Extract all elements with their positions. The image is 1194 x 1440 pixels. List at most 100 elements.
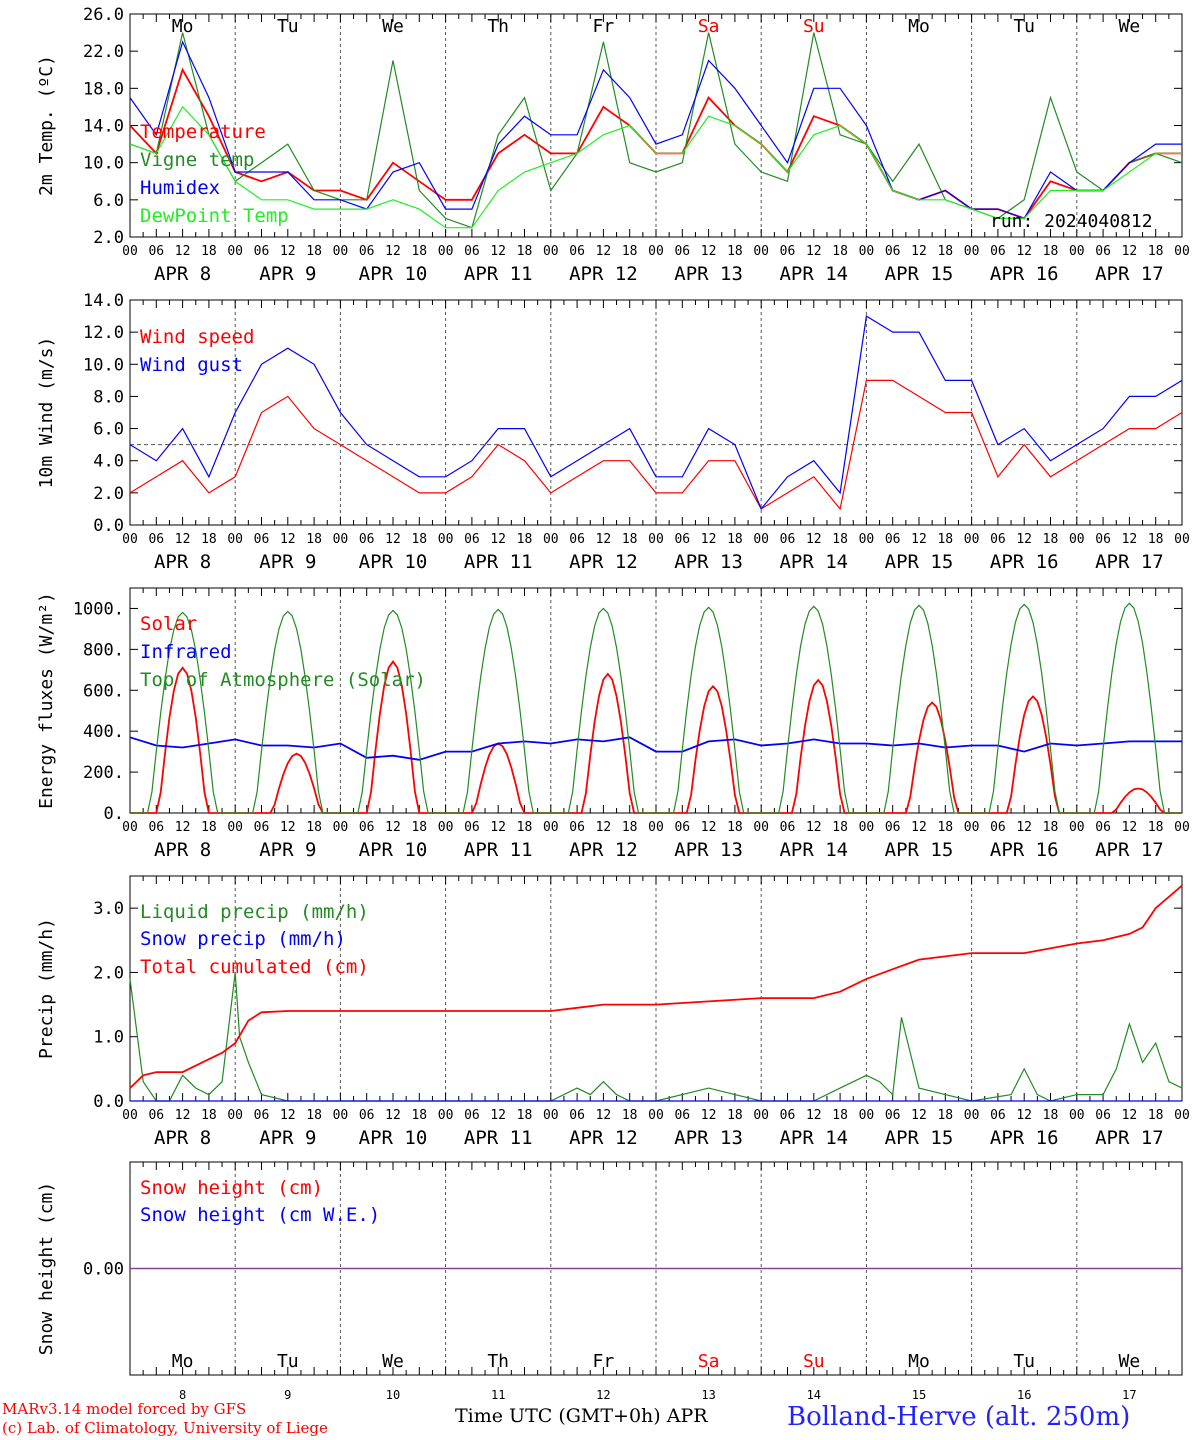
hour-label: 06 [254, 1108, 270, 1123]
hour-label: 00 [122, 532, 138, 547]
hour-label: 12 [175, 244, 191, 259]
hour-label: 06 [1095, 1108, 1111, 1123]
hour-label: 18 [306, 820, 322, 835]
date-label: APR 14 [779, 263, 848, 285]
y-tick-label: 400. [83, 722, 124, 742]
legend-entry: Top of Atmosphere (Solar) [140, 669, 426, 691]
hour-label: 18 [201, 1108, 217, 1123]
weekday-label: Sa [698, 16, 720, 37]
hour-label: 06 [1095, 244, 1111, 259]
panel-2: 0.0 2.0 4.0 6.0 8.0 10.0 12.0 14.0 10m Wind (m/s… [36, 291, 1190, 573]
hour-label: 06 [780, 820, 796, 835]
day-number: 17 [1122, 1388, 1136, 1402]
hour-label: 12 [490, 1108, 506, 1123]
hour-label: 18 [306, 244, 322, 259]
y-tick-label: 3.0 [93, 899, 124, 919]
series-line [129, 379, 1183, 511]
hour-label: 00 [753, 244, 769, 259]
hour-label: 06 [359, 532, 375, 547]
y-tick-label: 1000. [73, 599, 124, 619]
y-tick-label: 200. [83, 763, 124, 783]
hour-label: 06 [885, 244, 901, 259]
weekday-label: Th [487, 16, 509, 37]
panel-3: 0. 200. 400. 600. 800. 1000. Energy fluxes (W/… [36, 587, 1190, 861]
y-tick-label: 1.0 [93, 1028, 124, 1048]
hour-label: 12 [911, 1108, 927, 1123]
weekday-label: Th [487, 1351, 509, 1372]
y-axis-label: 10m Wind (m/s) [36, 337, 57, 489]
hour-label: 18 [1043, 244, 1059, 259]
weekday-label: Mo [172, 1351, 194, 1372]
date-label: APR 16 [990, 551, 1059, 573]
date-label: APR 15 [885, 263, 954, 285]
hour-label: 06 [674, 532, 690, 547]
date-label: APR 12 [569, 1127, 638, 1149]
hour-label: 00 [1174, 1108, 1190, 1123]
hour-label: 06 [674, 1108, 690, 1123]
hour-label: 18 [1148, 244, 1164, 259]
day-number: 13 [701, 1388, 715, 1402]
date-label: APR 16 [990, 263, 1059, 285]
hour-label: 06 [254, 532, 270, 547]
hour-label: 00 [122, 1108, 138, 1123]
legend-entry: DewPoint Temp [140, 205, 289, 227]
hour-label: 06 [569, 820, 585, 835]
y-tick-label: 14.0 [83, 117, 124, 137]
hour-label: 18 [622, 532, 638, 547]
hour-label: 00 [227, 244, 243, 259]
hour-label: 00 [333, 532, 349, 547]
hour-label: 06 [464, 820, 480, 835]
hour-label: 00 [648, 532, 664, 547]
hour-label: 12 [280, 244, 296, 259]
day-number: 8 [179, 1388, 186, 1402]
y-tick-label: 2.0 [93, 963, 124, 983]
date-label: APR 9 [259, 839, 316, 861]
hour-label: 00 [1174, 532, 1190, 547]
plot-frame [129, 13, 1183, 238]
hour-label: 18 [622, 244, 638, 259]
legend-entry: Snow height (cm) [140, 1177, 323, 1199]
hour-label: 12 [1016, 532, 1032, 547]
hour-label: 00 [333, 244, 349, 259]
hour-label: 12 [806, 532, 822, 547]
legend-entry: Vigne temp [140, 149, 254, 171]
hour-label: 06 [780, 532, 796, 547]
date-label: APR 16 [990, 1127, 1059, 1149]
hour-label: 12 [701, 1108, 717, 1123]
date-label: APR 13 [674, 1127, 743, 1149]
hour-label: 12 [596, 244, 612, 259]
hour-label: 18 [1148, 820, 1164, 835]
hour-label: 12 [701, 244, 717, 259]
y-tick-label: 600. [83, 681, 124, 701]
hour-label: 06 [464, 244, 480, 259]
y-axis-label: Snow height (cm) [36, 1182, 57, 1355]
hour-label: 00 [648, 820, 664, 835]
weekday-label: We [1119, 16, 1141, 37]
date-label: APR 12 [569, 263, 638, 285]
y-tick-label: 4.0 [93, 452, 124, 472]
weekday-label: We [382, 1351, 404, 1372]
date-label: APR 16 [990, 839, 1059, 861]
date-label: APR 17 [1095, 263, 1164, 285]
y-tick-label: 22.0 [83, 42, 124, 62]
hour-label: 00 [438, 244, 454, 259]
y-tick-label: 800. [83, 640, 124, 660]
hour-label: 12 [280, 820, 296, 835]
date-label: APR 8 [154, 551, 211, 573]
hour-label: 06 [1095, 820, 1111, 835]
hour-label: 12 [1122, 820, 1138, 835]
hour-label: 18 [517, 532, 533, 547]
y-tick-label: 14.0 [83, 291, 124, 311]
day-number: 12 [596, 1388, 610, 1402]
hour-label: 12 [385, 820, 401, 835]
y-tick-label: 10.0 [83, 355, 124, 375]
day-number: 15 [912, 1388, 926, 1402]
hour-label: 00 [333, 820, 349, 835]
hour-label: 18 [1043, 820, 1059, 835]
hour-label: 12 [1122, 1108, 1138, 1123]
hour-label: 18 [622, 820, 638, 835]
hour-label: 00 [753, 820, 769, 835]
hour-label: 00 [964, 532, 980, 547]
hour-label: 00 [227, 820, 243, 835]
hour-label: 12 [1016, 1108, 1032, 1123]
